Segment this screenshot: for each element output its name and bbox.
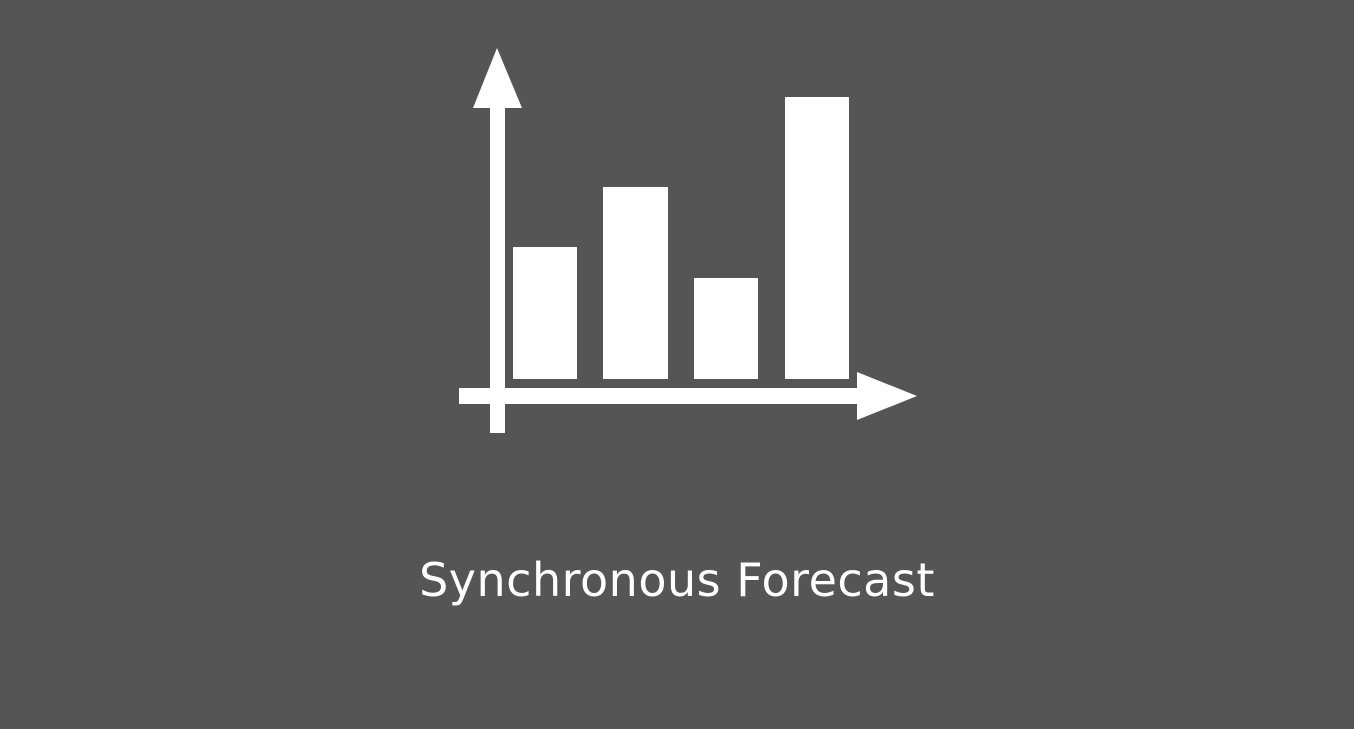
tile-title: Synchronous Forecast [419, 553, 935, 607]
bar-4 [785, 97, 849, 379]
bar-2 [603, 187, 668, 379]
bar-3 [694, 278, 758, 379]
bar-1 [513, 247, 577, 379]
y-axis-arrowhead [473, 48, 522, 108]
y-axis-line [490, 104, 505, 433]
x-axis-line [459, 388, 862, 404]
x-axis-arrowhead [857, 372, 917, 420]
